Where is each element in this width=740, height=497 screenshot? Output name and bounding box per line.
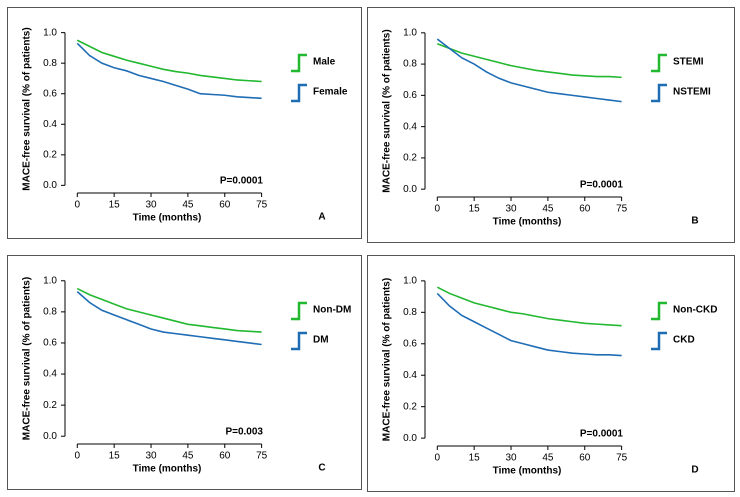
y-tick-label: 1.0 [43, 27, 57, 38]
survival-curve [436, 292, 622, 357]
panel-border [7, 255, 362, 490]
survival-curve [436, 38, 622, 103]
y-tick-label: 0.6 [403, 90, 417, 101]
panel-letter: D [691, 465, 698, 476]
survival-curve [76, 291, 262, 346]
y-tick-label: 0.2 [403, 401, 417, 412]
panel: 0.0 0.2 0.4 0.6 0.8 1.0 0 15 30 45 60 75 Time (month… [7, 7, 362, 239]
panel-border [367, 7, 735, 243]
legend-label: Non-DM [313, 305, 351, 316]
y-axis-label: MACE-free survival (% of patients) [22, 27, 33, 190]
y-tick-label: 0.0 [403, 433, 417, 444]
x-tick-label: 60 [579, 204, 591, 215]
y-tick-label: 0.0 [43, 431, 57, 442]
x-tick-label: 30 [505, 204, 517, 215]
x-tick-label: 75 [256, 200, 268, 211]
y-tick-label: 0.6 [43, 338, 57, 349]
panel: 0.0 0.2 0.4 0.6 0.8 1.0 0 15 30 45 60 75 Time (month… [367, 255, 735, 492]
y-tick-label: 0.4 [43, 119, 57, 130]
p-value: P=0.0001 [580, 180, 624, 191]
x-tick-label: 75 [616, 204, 628, 215]
y-axis-label: MACE-free survival (% of patients) [382, 278, 393, 441]
x-tick-label: 0 [435, 453, 441, 464]
x-tick-label: 15 [109, 200, 121, 211]
x-axis-label: Time (months) [133, 464, 202, 475]
x-tick-label: 15 [469, 453, 481, 464]
panel: 0.0 0.2 0.4 0.6 0.8 1.0 0 15 30 45 60 75 Time (month… [7, 255, 362, 490]
legend-swatch [651, 53, 667, 73]
p-value: P=0.003 [225, 427, 263, 438]
x-tick-label: 0 [75, 200, 81, 211]
x-tick-label: 75 [616, 453, 628, 464]
y-tick-label: 1.0 [403, 27, 417, 38]
legend-swatch [291, 53, 307, 73]
p-value: P=0.0001 [220, 176, 264, 187]
y-tick-label: 0.8 [403, 59, 417, 70]
y-tick-label: 1.0 [43, 275, 57, 286]
x-tick-label: 60 [579, 453, 591, 464]
y-tick-label: 0.2 [43, 149, 57, 160]
y-tick-label: 1.0 [403, 276, 417, 287]
y-tick-label: 0.2 [43, 400, 57, 411]
panel-letter: A [318, 212, 325, 223]
x-tick-label: 15 [469, 204, 481, 215]
x-tick-label: 0 [435, 204, 441, 215]
legend-label: STEMI [673, 57, 704, 68]
y-tick-label: 0.8 [403, 307, 417, 318]
legend-label: DM [313, 335, 329, 346]
x-axis-label: Time (months) [493, 466, 562, 477]
legend-label: CKD [673, 335, 695, 346]
x-tick-label: 30 [505, 453, 517, 464]
survival-curve [76, 287, 262, 333]
survival-curve [76, 42, 262, 100]
survival-curve [436, 286, 622, 327]
legend-label: Non-CKD [673, 305, 717, 316]
y-tick-label: 0.6 [43, 88, 57, 99]
legend-label: Female [313, 87, 348, 98]
x-tick-label: 45 [542, 453, 554, 464]
x-tick-label: 60 [219, 451, 231, 462]
y-tick-label: 0.6 [403, 338, 417, 349]
panel-letter: B [691, 216, 698, 227]
x-tick-label: 30 [145, 200, 157, 211]
panel: 0.0 0.2 0.4 0.6 0.8 1.0 0 15 30 45 60 75 Time (month… [367, 7, 735, 243]
legend-swatch [291, 331, 307, 351]
y-tick-label: 0.0 [43, 180, 57, 191]
legend-swatch [651, 331, 667, 351]
p-value: P=0.0001 [580, 429, 624, 440]
survival-curve [76, 39, 262, 83]
x-tick-label: 0 [75, 451, 81, 462]
x-tick-label: 45 [542, 204, 554, 215]
x-tick-label: 75 [256, 451, 268, 462]
y-tick-label: 0.4 [403, 121, 417, 132]
y-tick-label: 0.4 [403, 370, 417, 381]
y-axis-label: MACE-free survival (% of patients) [22, 277, 33, 440]
y-tick-label: 0.8 [43, 307, 57, 318]
x-tick-label: 30 [145, 451, 157, 462]
panel-border [7, 7, 362, 239]
x-tick-label: 60 [219, 200, 231, 211]
legend-label: Male [313, 57, 336, 68]
x-tick-label: 45 [182, 451, 194, 462]
legend-swatch [651, 301, 667, 321]
y-tick-label: 0.2 [403, 153, 417, 164]
panel-border [367, 255, 735, 492]
x-axis-label: Time (months) [133, 213, 202, 224]
legend-swatch [291, 83, 307, 103]
x-tick-label: 45 [182, 200, 194, 211]
survival-curve [437, 43, 622, 79]
legend-swatch [291, 301, 307, 321]
y-tick-label: 0.0 [403, 184, 417, 195]
y-tick-label: 0.4 [43, 369, 57, 380]
panel-letter: C [318, 463, 325, 474]
legend-swatch [651, 83, 667, 103]
y-axis-label: MACE-free survival (% of patients) [382, 29, 393, 192]
y-tick-label: 0.8 [43, 58, 57, 69]
legend-label: NSTEMI [673, 87, 711, 98]
x-tick-label: 15 [109, 451, 121, 462]
x-axis-label: Time (months) [493, 217, 562, 228]
